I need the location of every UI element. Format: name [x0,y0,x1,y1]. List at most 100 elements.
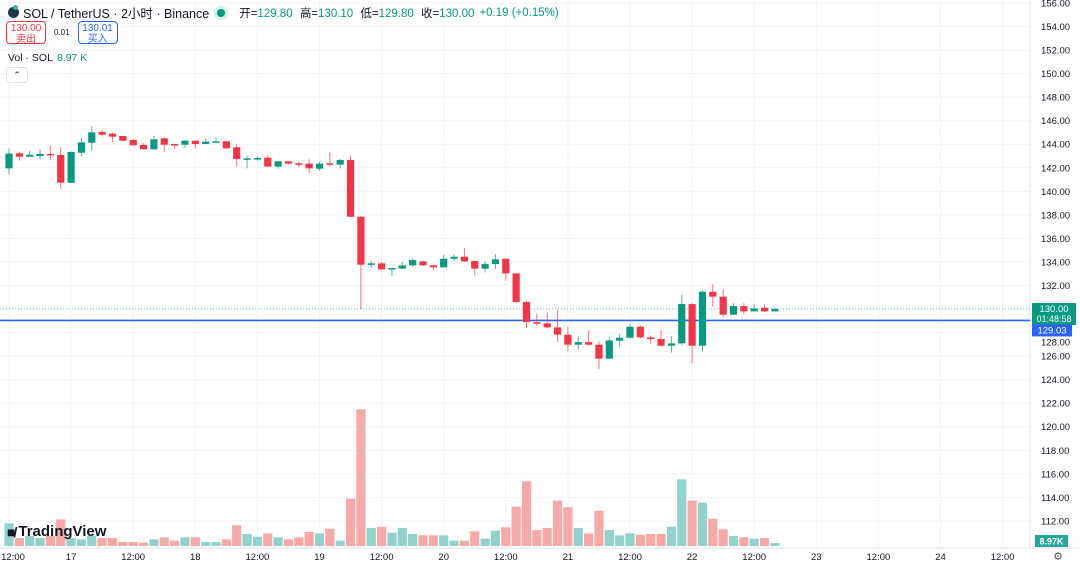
y-tick-label: 112.00 [1041,516,1069,527]
trade-panel: 130.00 卖出 0.01 130.01 买入 [6,21,118,45]
candle-up [315,163,324,169]
candle-up [36,154,44,157]
volume-bar [470,531,480,546]
high-label: 高= [299,7,319,20]
volume-bar [563,507,573,546]
x-tick-label: 12:00 [618,552,642,563]
volume-bar [87,536,97,546]
volume-bar [35,538,45,546]
candle-down [57,155,65,183]
candle-up [26,154,34,157]
volume-bar [480,538,490,546]
candle-up [398,265,406,269]
volume-bar [428,535,438,546]
candle-up [678,304,686,344]
volume-bar [304,532,314,546]
volume-bar [211,542,221,546]
x-tick-label: 12:00 [867,552,891,563]
volume-bar [718,529,728,546]
bid-price-tag [1032,324,1072,337]
candle-down [378,263,386,270]
volume-bar [97,538,107,546]
candle-down [564,334,572,345]
candle-down [740,306,748,312]
candle-down [139,144,148,150]
candle-up [388,268,396,270]
y-tick-label: 156.00 [1041,0,1070,10]
candle-down [647,337,655,340]
x-tick-label: 12:00 [246,552,270,563]
volume-bar [366,528,376,546]
volume-bar [252,536,262,546]
x-tick-label: 12:00 [370,552,394,563]
candle-down [512,273,520,303]
y-tick-label: 154.00 [1041,22,1070,33]
candle-down [460,256,468,262]
y-tick-label: 144.00 [1041,140,1070,151]
x-tick-label: 21 [563,552,574,563]
candle-down [709,291,717,297]
candle-up [336,160,344,165]
settings-gear-icon[interactable]: ⚙ [1053,551,1063,563]
buy-price: 130.01 [82,23,113,34]
volume-bar [4,523,14,546]
candle-up [253,158,261,160]
volume-bar [584,533,594,546]
candle-up [667,343,675,346]
candle-up [750,308,758,312]
bid-price-label: 129.03 [1037,325,1066,336]
candle-down [98,131,106,135]
candle-down [760,307,769,312]
volume-bar [283,539,294,546]
volume-bar [170,540,180,546]
volume-bar [770,543,780,546]
candle-up [181,140,189,145]
candle-up [481,264,489,269]
volume-bar [635,534,645,546]
y-tick-label: 114.00 [1041,493,1069,504]
candle-down [171,144,179,146]
sell-button[interactable]: 130.00 卖出 [6,21,46,45]
volume-bar [521,481,532,546]
candle-down [129,140,137,146]
volume-bar [594,510,604,546]
volume-legend-value: 8.97 K [56,52,88,64]
x-tick-label: 17 [66,552,77,563]
collapse-legend-button[interactable]: ⌃ [6,67,28,83]
countdown-label: 01:48:58 [1036,314,1071,324]
volume-legend[interactable]: Vol · SOL 8.97 K [8,52,87,64]
y-tick-label: 124.00 [1041,375,1070,386]
buy-button[interactable]: 130.01 买入 [77,21,118,45]
y-tick-label: 138.00 [1041,210,1070,221]
last-price-tag [1032,303,1076,326]
volume-bar [25,536,35,546]
watermark-text: TradingView [18,523,107,540]
candle-down [688,304,696,346]
candle-down [46,154,54,156]
y-tick-label: 150.00 [1041,69,1070,80]
volume-bar [677,479,687,546]
candle-down [222,141,230,149]
volume-bar [377,526,387,546]
volume-bar [656,534,666,546]
volume-bar [666,526,676,546]
candle-down [533,322,541,324]
candle-down [119,136,127,141]
x-tick-label: 20 [438,552,449,563]
volume-bar [728,536,739,546]
candle-down [502,258,510,274]
x-tick-label: 22 [687,552,698,563]
y-tick-label: 132.00 [1041,281,1070,292]
x-tick-label: 12:00 [1,552,25,563]
volume-bar [201,542,211,546]
candle-down [357,216,365,265]
candle-down [15,153,23,157]
candle-up [367,263,375,265]
candle-up [409,260,417,266]
symbol-title[interactable]: SOL / TetherUS · 2小时 · Binance [23,7,210,21]
candle-up [274,161,282,167]
candle-up [5,153,13,169]
open-label: 开= [239,7,258,20]
volume-bar [739,537,749,546]
